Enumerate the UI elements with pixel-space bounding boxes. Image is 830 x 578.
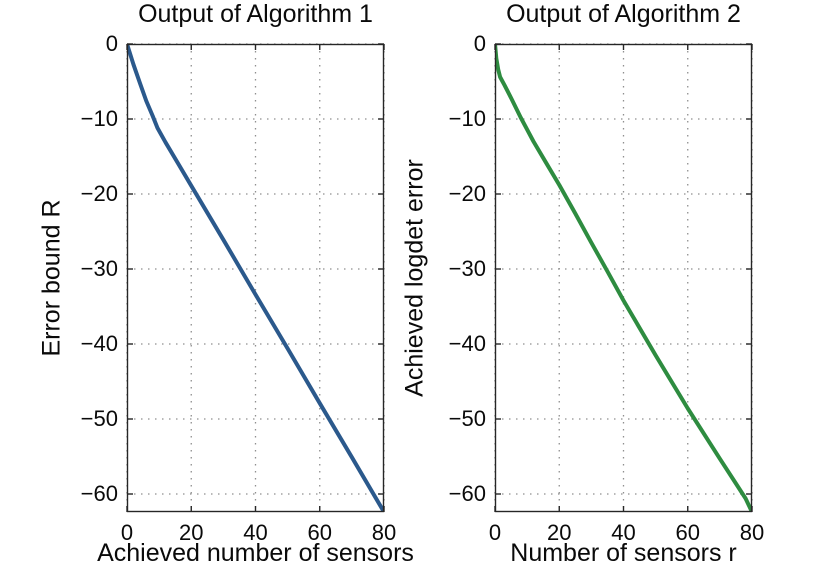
y-tick-label: −50	[448, 406, 486, 431]
x-axis-label: Number of sensors r	[510, 539, 737, 567]
y-tick-label: −10	[80, 106, 118, 131]
x-tick-label: 40	[611, 520, 636, 545]
y-tick-label: −60	[80, 481, 118, 506]
y-tick-label: −30	[80, 256, 118, 281]
axes-area	[494, 43, 753, 513]
x-tick-label: 20	[179, 520, 204, 545]
x-tick-label: 60	[307, 520, 332, 545]
y-tick-label: −30	[448, 256, 486, 281]
y-tick-label: −40	[80, 331, 118, 356]
x-axis-label: Achieved number of sensors	[97, 539, 414, 567]
x-tick-label: 0	[120, 520, 134, 545]
y-axis-label: Error bound R	[37, 199, 66, 357]
axes-box	[494, 43, 753, 513]
plot-algorithm-1: Output of Algorithm 1 Error bound R 0 20 4…	[38, 0, 414, 567]
y-tick-label: −50	[80, 406, 118, 431]
x-tick-label: 80	[371, 520, 397, 545]
plot-title: Output of Algorithm 1	[138, 0, 373, 28]
y-tick-label: −10	[448, 106, 486, 131]
y-tick-label: −20	[80, 181, 118, 206]
y-tick-label: 0	[105, 31, 118, 56]
y-tick-label: −40	[448, 331, 486, 356]
axes-area	[126, 43, 385, 513]
x-tick-label: 0	[488, 520, 502, 545]
x-tick-label: 40	[243, 520, 268, 545]
x-tick-label: 80	[739, 520, 765, 545]
plot-title: Output of Algorithm 2	[506, 0, 741, 28]
x-tick-label: 60	[675, 520, 700, 545]
axes-box	[126, 43, 385, 513]
data-line	[495, 44, 752, 512]
y-axis-label: Achieved logdet error	[400, 159, 429, 397]
y-tick-label: −60	[448, 481, 486, 506]
plot-algorithm-2: Output of Algorithm 2 Achieved logdet er…	[401, 0, 765, 567]
y-tick-label: 0	[473, 31, 486, 56]
x-tick-label: 20	[547, 520, 572, 545]
y-tick-label: −20	[448, 181, 486, 206]
data-line	[127, 44, 384, 512]
